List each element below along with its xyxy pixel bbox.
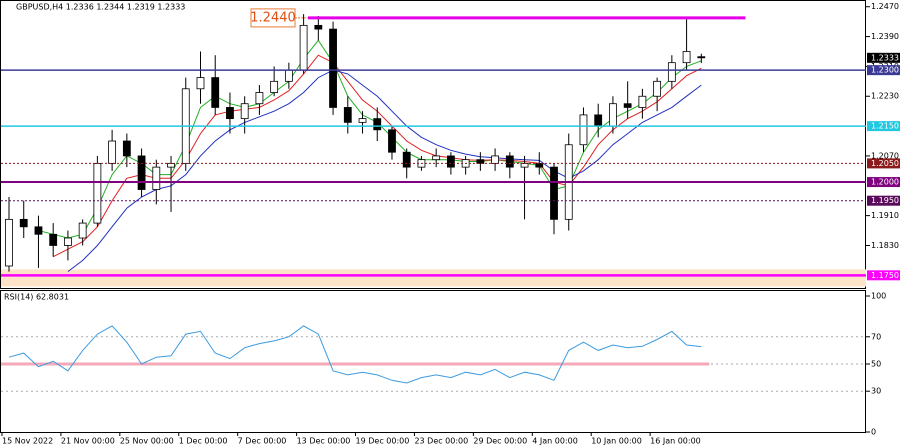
candle-body	[520, 162, 529, 168]
level-tag	[867, 270, 900, 281]
x-tick-label: 16 Jan 00:00	[650, 437, 701, 446]
level-label: 1.1750	[871, 271, 899, 280]
candle-body	[653, 80, 662, 97]
rsi-line	[8, 325, 702, 384]
level-tag	[867, 177, 900, 188]
level-tag	[867, 158, 900, 169]
candle-body	[152, 166, 161, 190]
candle-body	[682, 51, 691, 64]
last-price-tag	[867, 52, 900, 63]
candle-body	[505, 155, 514, 168]
x-tick-label: 1 Dec 00:00	[179, 437, 228, 446]
candle-body	[240, 103, 249, 120]
rsi-frame	[0, 290, 866, 433]
level-tag	[867, 121, 900, 132]
candle-body	[594, 114, 603, 127]
candle-body	[122, 140, 131, 157]
x-tick-label: 23 Dec 00:00	[414, 437, 468, 446]
candle-body	[373, 118, 382, 131]
candle-body	[226, 107, 234, 120]
candle-body	[196, 77, 205, 90]
x-tick-label: 25 Nov 00:00	[120, 437, 174, 446]
zone	[1, 269, 866, 287]
candle-body	[638, 95, 647, 108]
candle-body	[623, 103, 632, 108]
candle-body	[270, 80, 279, 93]
y-tick-label: 1.2390	[871, 32, 899, 41]
last-price-label: 1.2333	[871, 53, 899, 62]
rsi-title: RSI(14) 62.8031	[4, 293, 69, 302]
y-tick-label: 70	[871, 332, 881, 341]
moving-average	[67, 69, 702, 272]
level-label: 1.2300	[871, 66, 899, 75]
x-tick-label: 4 Jan 00:00	[532, 437, 578, 446]
y-tick-label: 1.2070	[871, 151, 899, 160]
level-tag	[867, 195, 900, 206]
chart-title: GBPUSD,H4 1.2336 1.2344 1.2319 1.2333	[16, 3, 185, 12]
level-label: 1.1950	[871, 196, 899, 205]
candle-body	[314, 24, 323, 30]
x-tick-label: 7 Dec 00:00	[238, 437, 287, 446]
candle-body	[34, 226, 43, 235]
moving-average	[38, 39, 702, 239]
x-tick-label: 19 Dec 00:00	[356, 437, 410, 446]
candle-body	[343, 107, 352, 123]
y-tick-label: 100	[871, 292, 886, 301]
y-tick-label: 1.2470	[871, 2, 899, 11]
candle-body	[78, 222, 87, 239]
candle-body	[64, 237, 72, 246]
candle-body	[358, 118, 367, 123]
candle-body	[579, 114, 588, 146]
candle-body	[535, 162, 544, 168]
candle-body	[491, 155, 499, 164]
candle-body	[550, 166, 558, 220]
candle-body	[93, 162, 102, 224]
candle-body	[697, 56, 706, 59]
candle-body	[19, 218, 28, 228]
y-tick-label: 1.1830	[871, 241, 899, 250]
candle-body	[299, 24, 308, 71]
candle-body	[5, 218, 13, 267]
candle-body	[446, 155, 455, 168]
price-frame	[0, 0, 866, 289]
moving-average	[52, 54, 702, 258]
level-label: 1.2150	[871, 122, 899, 131]
level-label: 1.2050	[871, 159, 899, 168]
candle-body	[255, 92, 264, 105]
candle-body	[137, 155, 146, 190]
x-tick-label: 13 Dec 00:00	[297, 437, 351, 446]
candle-body	[667, 62, 676, 82]
candle-body	[402, 151, 411, 168]
candle-body	[108, 140, 117, 164]
candle-body	[284, 69, 293, 82]
candle-body	[609, 103, 617, 127]
y-tick-label: 1.1910	[871, 211, 899, 220]
candle-body	[388, 129, 396, 153]
segment-label: 1.2440	[250, 10, 296, 25]
x-tick-label: 29 Dec 00:00	[473, 437, 527, 446]
candle-body	[49, 233, 58, 246]
candle-body	[329, 28, 337, 108]
candle-body	[432, 155, 441, 161]
y-tick-label: 50	[871, 360, 881, 369]
candle-body	[167, 162, 175, 168]
x-tick-label: 10 Jan 00:00	[591, 437, 642, 446]
candle-body	[476, 159, 485, 164]
level-tag	[867, 65, 900, 76]
y-tick-label: 30	[871, 387, 881, 396]
candle-body	[211, 77, 220, 108]
x-tick-label: 15 Nov 2022	[2, 437, 53, 446]
y-tick-label: 0	[871, 428, 876, 437]
y-tick-label: 1.2230	[871, 92, 899, 101]
x-tick-label: 21 Nov 00:00	[61, 437, 115, 446]
segment-tag	[250, 8, 296, 28]
level-label: 1.2000	[871, 178, 899, 187]
